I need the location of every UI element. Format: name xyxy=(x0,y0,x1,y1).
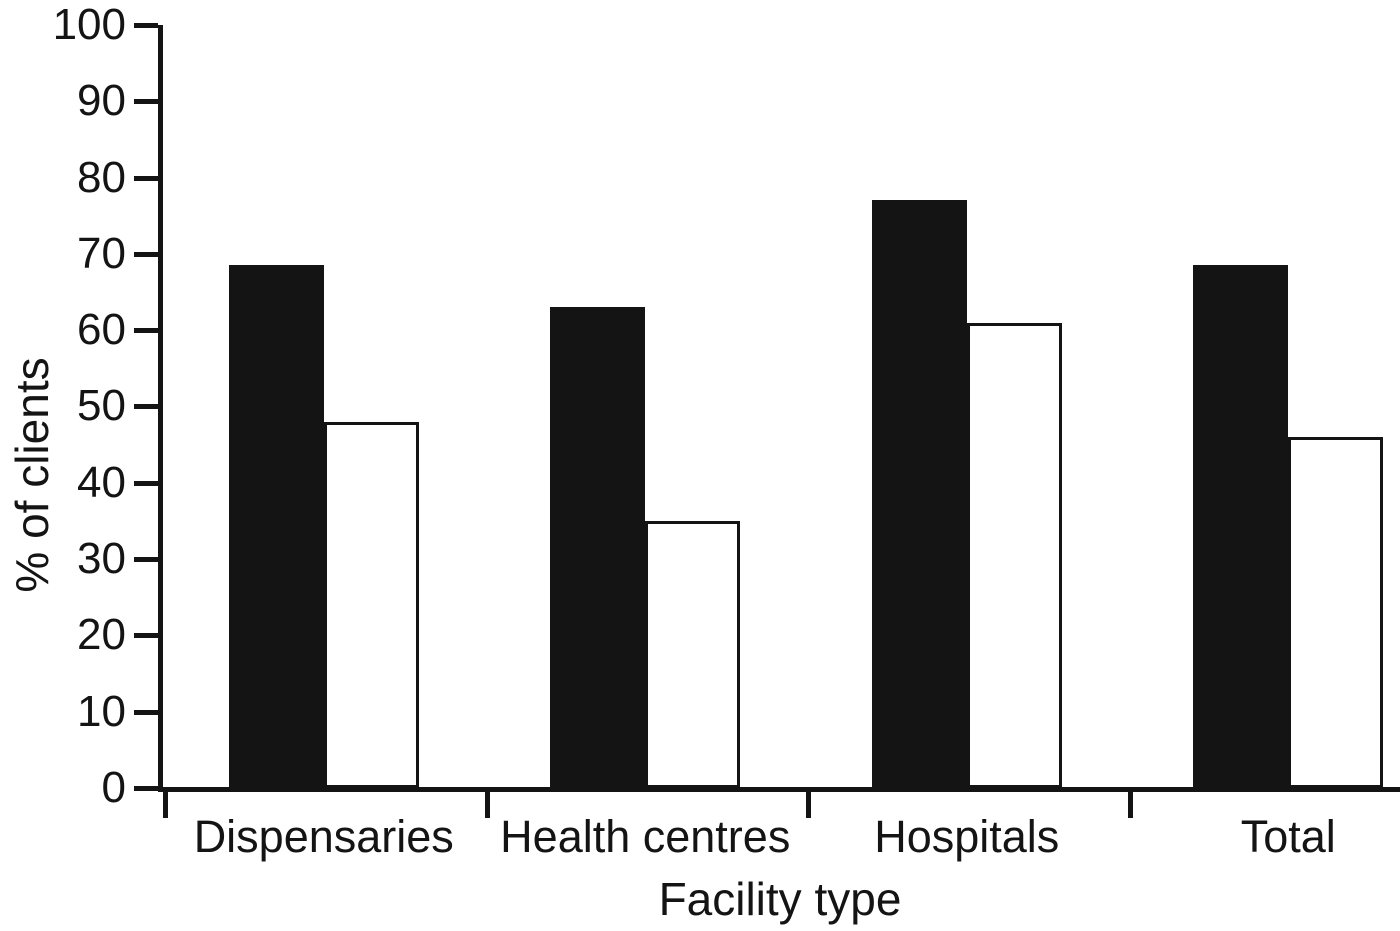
bar-black-filled-health-centres xyxy=(550,307,646,788)
x-axis-category-label: Health centres xyxy=(500,811,791,862)
y-axis-tick xyxy=(134,252,158,257)
y-axis-tick-label: 10 xyxy=(77,687,126,736)
y-axis-tick xyxy=(134,404,158,409)
y-axis-tick xyxy=(134,786,158,791)
x-axis-title: Facility type xyxy=(658,873,902,925)
y-axis-tick-label: 50 xyxy=(77,381,126,430)
y-axis-tick-label: 20 xyxy=(77,610,126,659)
bar-white-open-total xyxy=(1288,437,1384,788)
y-axis-tick-label: 60 xyxy=(77,305,126,354)
y-axis-tick xyxy=(134,23,158,28)
x-axis-category-label: Total xyxy=(1240,811,1336,862)
y-axis-tick-label: 100 xyxy=(52,0,126,49)
bar-white-open-health-centres xyxy=(645,521,741,788)
x-axis-line xyxy=(158,787,1400,792)
bar-white-open-hospitals xyxy=(966,323,1062,788)
y-axis-tick xyxy=(134,710,158,715)
y-axis-tick xyxy=(134,328,158,333)
y-axis-tick xyxy=(134,557,158,562)
y-axis-tick-label: 30 xyxy=(77,534,126,583)
y-axis-tick-label: 40 xyxy=(77,458,126,507)
y-axis-tick xyxy=(134,633,158,638)
bar-white-open-dispensaries xyxy=(323,422,419,788)
bar-black-filled-dispensaries xyxy=(228,265,324,788)
y-axis-tick xyxy=(134,481,158,486)
y-axis-tick-label: 90 xyxy=(77,76,126,125)
y-axis-tick-label: 0 xyxy=(101,763,126,812)
x-axis-tick xyxy=(1127,792,1133,818)
bar-black-filled-total xyxy=(1193,265,1289,788)
y-axis-tick xyxy=(134,176,158,181)
y-axis-tick-label: 80 xyxy=(77,153,126,202)
bar-black-filled-hospitals xyxy=(871,200,967,788)
x-axis-tick xyxy=(806,792,811,818)
x-axis-tick xyxy=(163,792,168,818)
y-axis-tick-label: 70 xyxy=(77,229,126,278)
y-axis-line xyxy=(158,25,163,792)
x-axis-category-label: Dispensaries xyxy=(193,811,454,862)
y-axis-tick xyxy=(134,99,158,104)
x-axis-category-label: Hospitals xyxy=(874,811,1060,862)
x-axis-tick xyxy=(484,792,490,818)
